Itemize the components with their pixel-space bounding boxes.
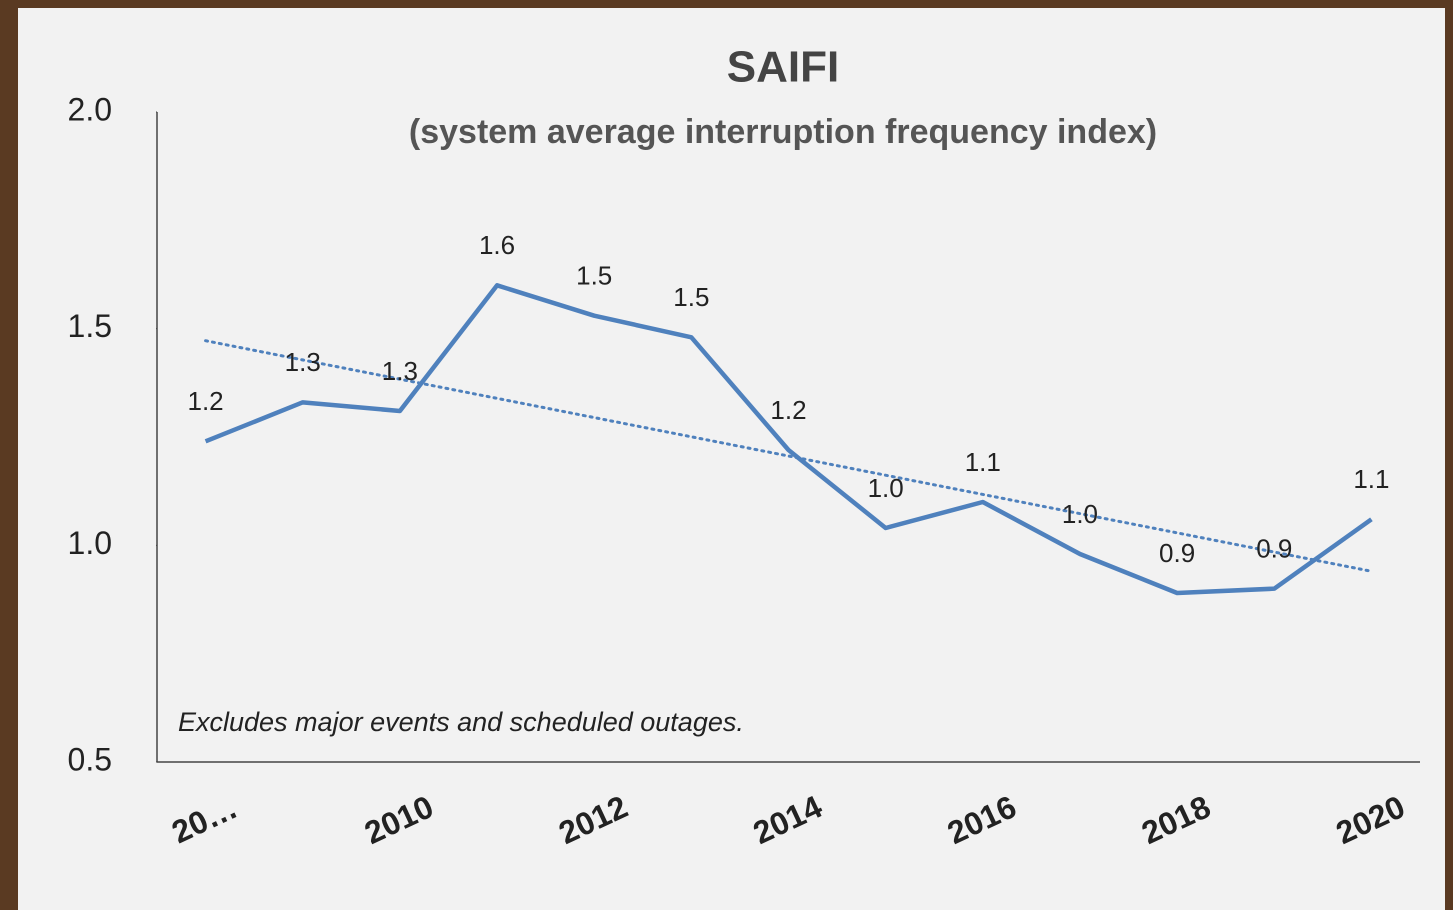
chart-background — [18, 8, 1445, 910]
data-label: 1.3 — [285, 347, 321, 377]
y-tick-label: 2.0 — [68, 91, 112, 127]
line-series — [204, 283, 1373, 596]
data-label: 1.3 — [382, 356, 418, 386]
chart-title: SAIFI — [727, 43, 839, 92]
data-label: 1.5 — [673, 282, 709, 312]
y-tick-label: 1.0 — [68, 525, 112, 561]
data-label: 0.9 — [1159, 538, 1195, 568]
chart-subtitle: (system average interruption frequency i… — [409, 113, 1157, 151]
data-label: 1.0 — [1062, 499, 1098, 529]
y-tick-label: 0.5 — [68, 741, 112, 777]
data-label: 1.6 — [479, 230, 515, 260]
trendline — [204, 339, 1373, 573]
data-label: 1.5 — [576, 261, 612, 291]
data-label: 1.0 — [868, 473, 904, 503]
data-label: 1.1 — [965, 447, 1001, 477]
data-label: 1.1 — [1353, 464, 1389, 494]
data-label: 1.2 — [187, 386, 223, 416]
data-label: 1.2 — [770, 395, 806, 425]
data-label: 0.9 — [1256, 534, 1292, 564]
y-tick-label: 1.5 — [68, 308, 112, 344]
annotation: Excludes major events and scheduled outa… — [178, 707, 744, 737]
